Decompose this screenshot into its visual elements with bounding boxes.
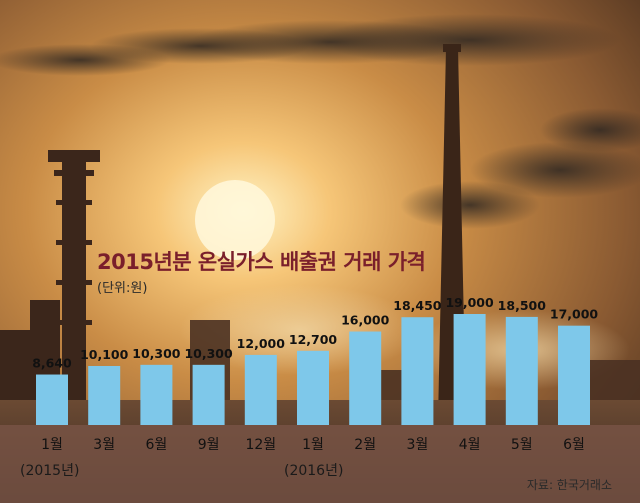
value-label-2: 10,300 <box>132 346 181 361</box>
value-label-7: 18,450 <box>393 298 442 313</box>
category-label-0: 1월 <box>41 437 63 453</box>
value-label-9: 18,500 <box>498 298 547 313</box>
chart-title: 2015년분 온실가스 배출권 거래 가격 <box>97 250 426 274</box>
value-label-4: 12,000 <box>237 336 286 351</box>
bar-9 <box>505 316 538 425</box>
value-label-3: 10,300 <box>184 346 233 361</box>
value-label-5: 12,700 <box>289 332 338 347</box>
bar-1 <box>88 365 121 425</box>
value-label-8: 19,000 <box>445 295 494 310</box>
bar-2 <box>140 364 173 425</box>
bar-8 <box>453 314 486 425</box>
unit-note: (단위:원) <box>97 281 148 296</box>
category-label-10: 6월 <box>563 437 585 453</box>
year-label-2015: (2015년) <box>20 463 80 479</box>
axis-band <box>0 425 640 503</box>
value-label-0: 8,640 <box>32 356 72 371</box>
category-label-7: 3월 <box>407 437 429 453</box>
category-label-8: 4월 <box>459 437 481 453</box>
smoke <box>0 14 640 229</box>
value-label-6: 16,000 <box>341 313 390 328</box>
bar-4 <box>244 354 277 425</box>
category-label-9: 5월 <box>511 437 533 453</box>
bar-5 <box>297 350 329 425</box>
category-label-4: 12월 <box>245 437 276 453</box>
year-label-2016: (2016년) <box>284 463 344 479</box>
bar-0 <box>36 374 68 425</box>
source-note: 자료: 한국거래소 <box>526 478 612 492</box>
bar-6 <box>349 331 382 425</box>
category-label-6: 2월 <box>354 437 376 453</box>
category-label-3: 9월 <box>198 437 220 453</box>
value-label-1: 10,100 <box>80 347 129 362</box>
category-label-2: 6월 <box>146 437 168 453</box>
category-label-1: 3월 <box>93 437 115 453</box>
category-label-5: 1월 <box>302 437 324 453</box>
value-label-10: 17,000 <box>550 307 599 322</box>
bar-7 <box>401 317 434 425</box>
bar-10 <box>558 325 590 425</box>
bar-3 <box>192 364 225 425</box>
